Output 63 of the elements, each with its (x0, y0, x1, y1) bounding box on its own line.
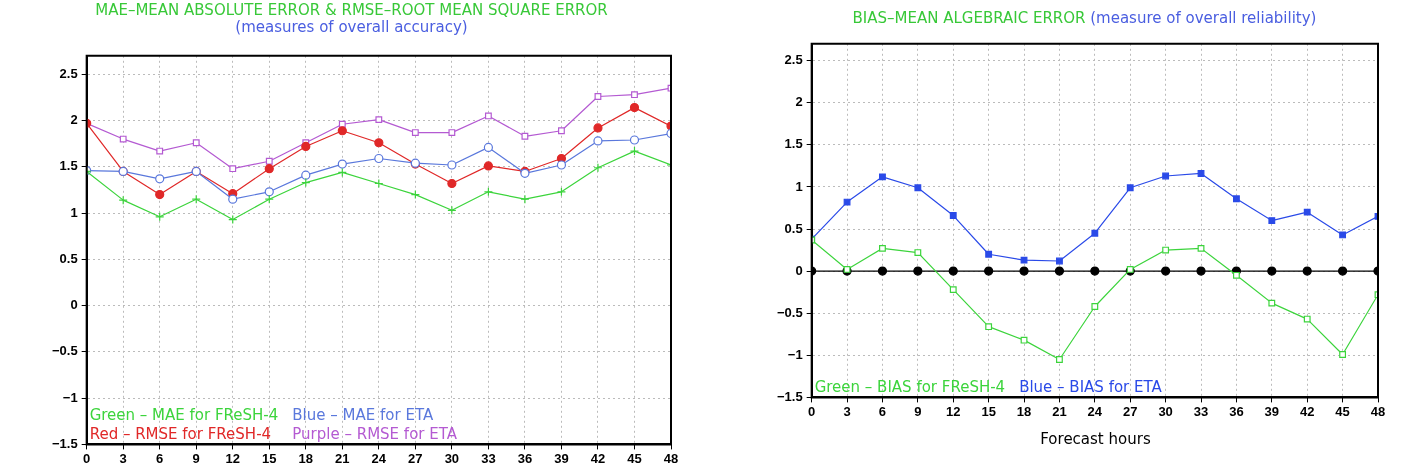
y-tick-label: −0.5 (776, 304, 803, 320)
x-tick-label: 27 (1122, 403, 1138, 419)
x-tick-label: 45 (627, 450, 642, 466)
y-tick-label: −1.5 (51, 435, 78, 451)
x-tick-label: 39 (1264, 403, 1280, 419)
y-tick-label: 2 (795, 94, 803, 110)
chart-subtitle: (measure of overall reliability) (1089, 9, 1317, 27)
x-tick-label: 18 (1016, 403, 1032, 419)
x-tick-label: 36 (1229, 403, 1244, 419)
y-tick-label: 0 (70, 297, 78, 313)
x-tick-label: 9 (192, 450, 200, 466)
x-tick-label: 12 (225, 450, 240, 466)
y-tick-label: 1 (70, 204, 78, 220)
x-tick-label: 15 (981, 403, 996, 419)
text: Purple – RMSE for ETA (292, 424, 458, 443)
x-tick-label: 3 (119, 450, 127, 466)
x-tick-label: 15 (262, 450, 277, 466)
text: Green – MAE for FReSH-4 (89, 405, 279, 424)
text: Red – RMSE for FReSH-4 (89, 424, 272, 443)
x-axis-title: Forecast hours (1039, 430, 1152, 448)
x-tick-label: 30 (444, 450, 460, 466)
x-tick-label: 6 (156, 450, 164, 466)
x-tick-label: 18 (298, 450, 314, 466)
x-tick-label: 12 (946, 403, 961, 419)
x-tick-label: 36 (517, 450, 533, 466)
y-tick-label: 0 (795, 262, 803, 278)
x-tick-label: 21 (1052, 403, 1067, 419)
x-tick-label: 48 (1370, 403, 1386, 419)
x-tick-label: 30 (1158, 403, 1173, 419)
text: Blue – BIAS for ETA (1019, 377, 1163, 396)
x-tick-label: 42 (590, 450, 606, 466)
chart-title: BIAS–MEAN ALGEBRAIC ERROR (852, 9, 1086, 27)
text: Green – BIAS for FReSH-4 (814, 377, 1006, 396)
x-tick-label: 24 (1087, 403, 1103, 419)
y-tick-label: 2.5 (59, 65, 78, 81)
y-tick-label: 0.5 (784, 220, 803, 236)
x-tick-label: 33 (1193, 403, 1209, 419)
chart-title: MAE–MEAN ABSOLUTE ERROR & RMSE–ROOT MEAN SQUARE ERROR (95, 1, 608, 19)
x-tick-label: 6 (878, 403, 887, 419)
x-tick-label: 24 (371, 450, 387, 466)
y-tick-label: 1 (795, 178, 803, 194)
x-tick-label: 9 (914, 403, 922, 419)
y-tick-label: 1.5 (784, 136, 803, 152)
y-tick-label: 0.5 (59, 250, 78, 266)
x-tick-label: 48 (663, 450, 679, 466)
y-tick-label: −1 (62, 389, 78, 405)
text: Blue – MAE for ETA (292, 405, 434, 424)
y-tick-label: −1 (787, 346, 803, 362)
x-tick-label: 0 (83, 450, 91, 466)
y-tick-label: −1.5 (776, 388, 803, 404)
x-tick-label: 3 (843, 403, 851, 419)
x-tick-label: 27 (408, 450, 423, 466)
y-tick-label: 2 (70, 112, 78, 128)
y-tick-label: 2.5 (784, 52, 803, 68)
x-tick-label: 33 (481, 450, 496, 466)
x-tick-label: 45 (1335, 403, 1350, 419)
x-tick-label: 21 (335, 450, 350, 466)
y-tick-label: −0.5 (51, 343, 78, 359)
x-tick-label: 39 (554, 450, 569, 466)
x-tick-label: 42 (1299, 403, 1315, 419)
chart-subtitle: (measures of overall accuracy) (234, 18, 469, 36)
y-tick-label: 1.5 (59, 158, 78, 174)
x-tick-label: 0 (808, 403, 816, 419)
